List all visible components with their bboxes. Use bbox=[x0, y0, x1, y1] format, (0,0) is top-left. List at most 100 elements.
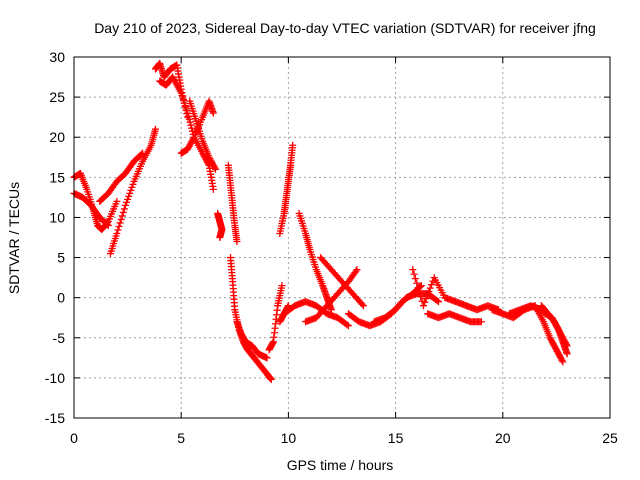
data-point bbox=[209, 185, 217, 193]
data-point bbox=[551, 343, 559, 351]
x-tick-label: 0 bbox=[70, 430, 78, 446]
y-tick-label: 25 bbox=[49, 89, 65, 105]
data-point bbox=[557, 330, 565, 338]
data-point bbox=[413, 279, 421, 287]
data-point bbox=[553, 322, 561, 330]
data-point bbox=[128, 183, 136, 191]
data-point bbox=[417, 293, 425, 301]
data-point bbox=[563, 350, 571, 358]
data-point bbox=[188, 124, 196, 132]
data-point bbox=[428, 281, 436, 289]
data-series-arc-12 bbox=[233, 318, 271, 362]
y-tick-label: 5 bbox=[57, 250, 65, 266]
data-point bbox=[118, 212, 126, 220]
data-series-arc-2 bbox=[70, 189, 112, 229]
y-axis-label: SDTVAR / TECUs bbox=[6, 182, 22, 294]
data-point bbox=[358, 300, 366, 308]
data-point bbox=[410, 270, 418, 278]
data-point bbox=[353, 266, 361, 274]
data-point bbox=[123, 198, 131, 206]
data-point bbox=[113, 229, 121, 237]
data-point bbox=[551, 319, 559, 327]
data-point bbox=[556, 353, 564, 361]
data-point bbox=[561, 337, 569, 345]
data-point bbox=[139, 149, 147, 157]
data-series-arc-4 bbox=[96, 149, 147, 205]
data-point bbox=[359, 302, 367, 310]
data-point bbox=[205, 153, 213, 161]
data-series-arc-6 bbox=[156, 73, 217, 193]
data-point bbox=[559, 334, 567, 342]
data-point bbox=[216, 234, 224, 241]
data-point bbox=[127, 186, 135, 194]
data-point bbox=[125, 192, 133, 200]
y-tick-label: 15 bbox=[49, 169, 65, 185]
data-point bbox=[185, 115, 193, 123]
data-point bbox=[554, 349, 562, 357]
data-point bbox=[188, 127, 196, 135]
data-point bbox=[555, 327, 563, 335]
data-point bbox=[188, 138, 196, 146]
x-axis-label: GPS time / hours bbox=[287, 457, 394, 473]
axis-ticks bbox=[73, 56, 611, 419]
data-point bbox=[210, 162, 218, 170]
data-series-arc-11 bbox=[227, 254, 275, 383]
data-point bbox=[553, 347, 561, 355]
data-point bbox=[184, 112, 192, 120]
data-point bbox=[186, 141, 194, 149]
data-series-arc-14 bbox=[276, 141, 297, 237]
data-point bbox=[554, 325, 562, 333]
data-point bbox=[187, 121, 195, 129]
data-point bbox=[546, 334, 554, 342]
data-point bbox=[207, 158, 215, 166]
data-point bbox=[138, 150, 146, 158]
plot-frame bbox=[73, 56, 611, 419]
data-point bbox=[477, 318, 485, 326]
data-point bbox=[117, 215, 125, 223]
data-point bbox=[426, 284, 434, 292]
data-point bbox=[555, 350, 563, 358]
data-point bbox=[104, 221, 112, 229]
data-point bbox=[558, 356, 566, 364]
data-point bbox=[553, 324, 561, 332]
y-tick-label: -15 bbox=[45, 410, 65, 426]
data-markers bbox=[70, 59, 571, 383]
data-point bbox=[560, 336, 568, 344]
data-series-arc-3 bbox=[106, 125, 159, 258]
data-point bbox=[184, 144, 192, 152]
x-tick-label: 5 bbox=[177, 430, 185, 446]
y-tick-label: 0 bbox=[57, 290, 65, 306]
data-point bbox=[344, 322, 352, 330]
data-series-arc-23 bbox=[409, 266, 503, 314]
data-point bbox=[421, 298, 429, 306]
data-point bbox=[419, 302, 427, 310]
data-point bbox=[562, 340, 570, 348]
data-point bbox=[129, 180, 137, 188]
data-series-arc-18 bbox=[302, 266, 361, 326]
data-point bbox=[126, 189, 134, 197]
data-point bbox=[552, 321, 560, 329]
data-series-arc-21 bbox=[370, 290, 442, 326]
data-series-arc-8 bbox=[186, 97, 220, 173]
data-point bbox=[115, 222, 123, 230]
data-point bbox=[186, 118, 194, 126]
data-series-arc-27 bbox=[537, 302, 571, 350]
y-tick-label: 10 bbox=[49, 209, 65, 225]
data-series-arc-13 bbox=[265, 282, 286, 354]
data-point bbox=[557, 355, 565, 363]
data-point bbox=[267, 375, 275, 383]
data-point bbox=[547, 335, 555, 343]
data-point bbox=[208, 159, 216, 167]
data-point bbox=[423, 291, 431, 299]
chart-title: Day 210 of 2023, Sidereal Day-to-day VTE… bbox=[94, 20, 596, 36]
data-point bbox=[184, 109, 192, 117]
data-point bbox=[548, 337, 556, 345]
y-tick-label: -5 bbox=[53, 330, 66, 346]
data-point bbox=[233, 238, 241, 246]
data-point bbox=[556, 352, 564, 360]
data-series-arc-9 bbox=[214, 209, 226, 241]
data-point bbox=[188, 136, 196, 144]
data-point bbox=[415, 288, 423, 296]
data-series-arc-10 bbox=[224, 161, 241, 246]
